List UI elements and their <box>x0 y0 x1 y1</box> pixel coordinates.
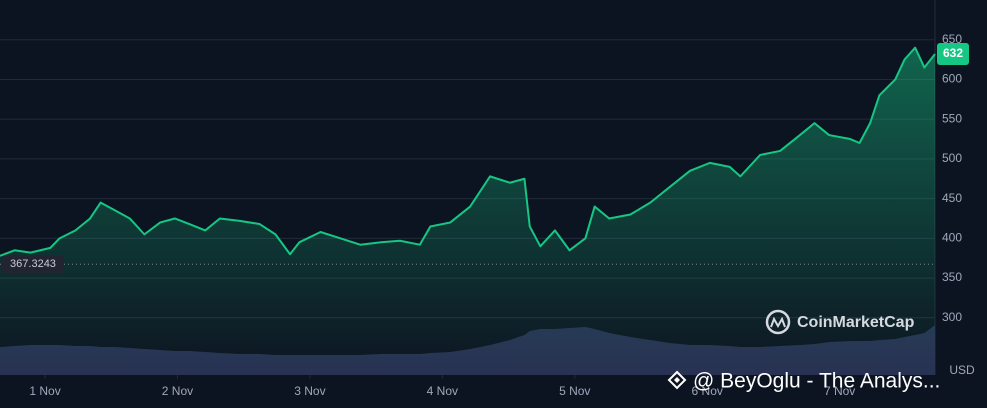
x-tick-label: 4 Nov <box>427 384 458 398</box>
y-tick-label: 600 <box>942 72 962 86</box>
y-tick-label: 450 <box>942 191 962 205</box>
price-area <box>0 47 935 375</box>
price-badge-bg <box>937 43 969 66</box>
y-tick-label: 500 <box>942 151 962 165</box>
y-tick-label: 300 <box>942 310 962 324</box>
x-tick-label: 6 Nov <box>692 384 723 398</box>
y-unit: USD <box>949 363 975 377</box>
y-tick-label: 400 <box>942 231 962 245</box>
brand-logo <box>765 309 791 335</box>
x-tick-label: 3 Nov <box>294 384 325 398</box>
brand-name: CoinMarketCap <box>797 314 915 331</box>
x-tick-label: 7 Nov <box>824 384 855 398</box>
price-line <box>0 46 936 257</box>
reference-label: 367.3243 <box>10 258 56 270</box>
y-tick-label: 550 <box>942 111 962 125</box>
y-tick-label: 650 <box>942 32 962 46</box>
price-badge: 632 <box>943 46 963 60</box>
x-tick-label: 5 Nov <box>559 384 590 398</box>
y-tick-label: 350 <box>942 270 962 284</box>
reference-label-bg <box>2 255 64 274</box>
x-tick-label: 1 Nov <box>29 384 60 398</box>
watermark: @ BeyOglu - The Analys... <box>693 370 940 393</box>
watermark-icon <box>667 370 687 390</box>
x-tick-label: 2 Nov <box>162 384 193 398</box>
